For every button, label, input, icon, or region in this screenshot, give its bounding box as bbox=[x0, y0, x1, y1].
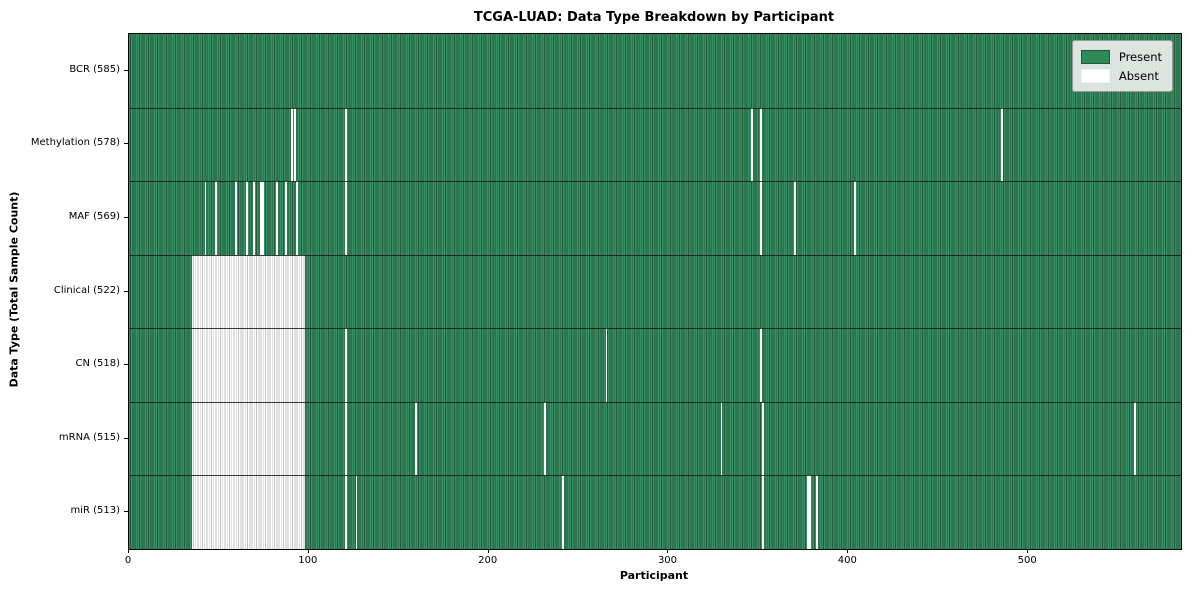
y-tick-label: Methylation (578) bbox=[30, 137, 120, 149]
absent-gap bbox=[815, 475, 818, 549]
legend-item-absent: Absent bbox=[1080, 66, 1162, 85]
absent-gap bbox=[296, 181, 299, 255]
y-tick-label: MAF (569) bbox=[68, 210, 120, 222]
x-tick-label: 500 bbox=[1017, 555, 1037, 566]
heatmap-row-mrna bbox=[129, 401, 1181, 476]
y-tick-mark bbox=[124, 216, 128, 218]
heatmap-row-methylation bbox=[129, 107, 1181, 182]
absent-gap bbox=[191, 401, 306, 476]
absent-gap bbox=[191, 475, 306, 549]
y-tick-mark bbox=[124, 364, 128, 366]
heatmap-row-bcr bbox=[129, 34, 1181, 108]
absent-gap bbox=[215, 181, 218, 255]
y-tick-label: Clinical (522) bbox=[53, 284, 120, 296]
absent-gap bbox=[191, 328, 306, 402]
heatmap-row-mir bbox=[129, 475, 1181, 549]
plot-area: Present Absent bbox=[128, 33, 1182, 550]
absent-gap bbox=[276, 181, 279, 255]
row-separator bbox=[129, 401, 1181, 403]
x-tick-label: 200 bbox=[478, 555, 498, 566]
absent-gap bbox=[355, 475, 358, 549]
absent-gap bbox=[344, 328, 347, 402]
absent-gap bbox=[761, 475, 764, 549]
row-separator bbox=[129, 475, 1181, 477]
x-tick-mark bbox=[128, 549, 129, 553]
y-tick-mark bbox=[124, 290, 128, 292]
absent-gap bbox=[544, 401, 547, 476]
x-tick-label: 100 bbox=[298, 555, 318, 566]
y-tick-mark bbox=[124, 69, 128, 71]
x-tick-mark bbox=[847, 549, 849, 553]
absent-gap bbox=[204, 181, 207, 255]
heatmap-row-maf bbox=[129, 181, 1181, 255]
legend-label-absent: Absent bbox=[1118, 68, 1159, 83]
x-tick-mark bbox=[307, 549, 309, 553]
absent-gap bbox=[605, 328, 608, 402]
absent-gap bbox=[760, 328, 762, 402]
absent-gap bbox=[806, 475, 811, 549]
row-separator bbox=[129, 254, 1181, 256]
absent-gap bbox=[344, 475, 347, 549]
absent-gap bbox=[260, 181, 264, 255]
y-tick-label: CN (518) bbox=[75, 358, 120, 370]
y-tick-label: BCR (585) bbox=[69, 63, 120, 75]
absent-gap bbox=[1134, 401, 1137, 476]
heatmap-row-cn bbox=[129, 328, 1181, 402]
present-swatch-icon bbox=[1080, 49, 1110, 64]
absent-gap bbox=[294, 107, 297, 182]
x-tick-mark bbox=[487, 549, 489, 553]
legend-label-present: Present bbox=[1118, 49, 1162, 64]
y-tick-mark bbox=[124, 511, 128, 513]
absent-gap bbox=[1001, 107, 1003, 182]
absent-gap bbox=[760, 107, 762, 182]
y-tick-label: miR (513) bbox=[70, 505, 120, 517]
absent-gap bbox=[344, 107, 347, 182]
absent-gap bbox=[720, 401, 723, 476]
x-tick-mark bbox=[667, 549, 669, 553]
x-tick-mark bbox=[1027, 549, 1029, 553]
row-separator bbox=[129, 328, 1181, 330]
y-tick-mark bbox=[124, 437, 128, 439]
absent-gap bbox=[253, 181, 255, 255]
heatmap-row-clinical bbox=[129, 254, 1181, 329]
absent-gap bbox=[562, 475, 565, 549]
absent-gap bbox=[761, 401, 764, 476]
absent-gap bbox=[760, 181, 762, 255]
legend: Present Absent bbox=[1071, 40, 1173, 92]
absent-gap bbox=[191, 254, 306, 329]
absent-gap bbox=[344, 181, 347, 255]
x-tick-label: 300 bbox=[657, 555, 678, 566]
absent-gap bbox=[751, 107, 753, 182]
absent-swatch-icon bbox=[1080, 68, 1110, 83]
absent-gap bbox=[290, 107, 293, 182]
y-tick-label: mRNA (515) bbox=[58, 431, 120, 443]
chart-title: TCGA-LUAD: Data Type Breakdown by Partic… bbox=[473, 10, 835, 25]
absent-gap bbox=[285, 181, 288, 255]
x-tick-label: 400 bbox=[837, 555, 857, 566]
absent-gap bbox=[245, 181, 248, 255]
row-separator bbox=[129, 181, 1181, 183]
absent-gap bbox=[853, 181, 856, 255]
absent-gap bbox=[344, 401, 347, 476]
legend-item-present: Present bbox=[1080, 47, 1162, 66]
absent-gap bbox=[235, 181, 237, 255]
x-axis-label: Participant bbox=[619, 569, 689, 582]
absent-gap bbox=[794, 181, 797, 255]
row-separator bbox=[129, 107, 1181, 109]
x-tick-label: 0 bbox=[124, 555, 132, 566]
absent-gap bbox=[414, 401, 417, 476]
y-tick-mark bbox=[124, 143, 128, 145]
